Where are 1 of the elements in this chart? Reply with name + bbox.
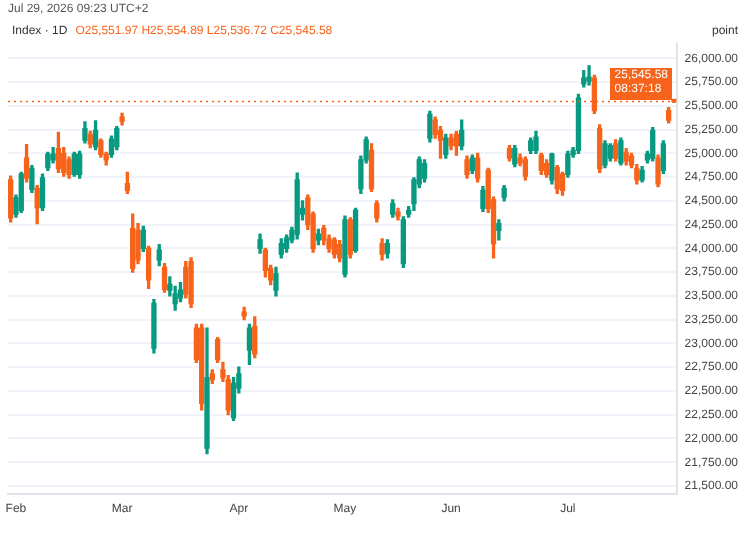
candlestick — [586, 65, 592, 86]
